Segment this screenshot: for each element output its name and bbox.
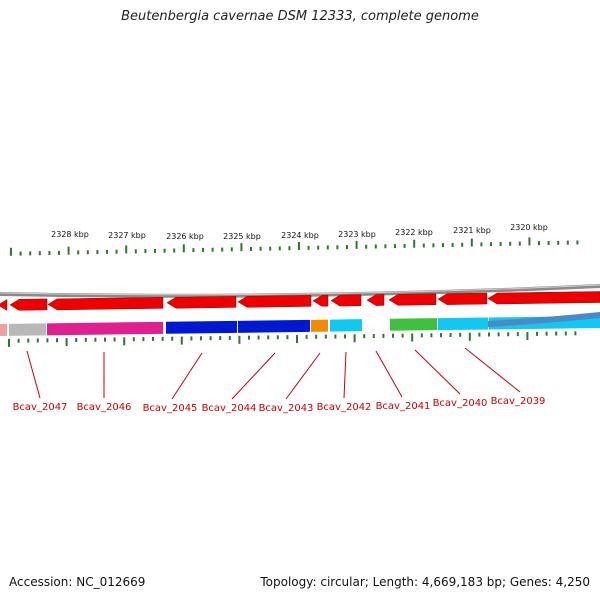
genome-summary: Topology: circular; Length: 4,669,183 bp… [260, 575, 590, 589]
scale-label: 2326 kbp [166, 232, 204, 241]
gene-color-track [0, 316, 600, 336]
scale-label: 2321 kbp [453, 226, 491, 235]
cds-arrow [312, 294, 329, 307]
gene-label: Bcav_2046 [77, 402, 132, 413]
cds-arrow-track [0, 291, 600, 311]
cds-arrow [487, 291, 600, 305]
scale-label: 2327 kbp [108, 231, 146, 240]
scale-label: 2322 kbp [395, 228, 433, 237]
scale-labels: 2328 kbp 2327 kbp 2326 kbp 2325 kbp 2324 kbp… [51, 223, 548, 241]
gene-label: Bcav_2040 [433, 398, 488, 409]
callout-line [231, 352, 276, 400]
gene-label: Bcav_2045 [143, 403, 198, 414]
gene-block [311, 319, 328, 332]
gene-label: Bcav_2042 [317, 402, 372, 413]
callout-line [375, 350, 403, 398]
callout-line [171, 352, 203, 400]
accession-label: Accession: NC_012669 [9, 575, 146, 589]
backbone-ring [0, 284, 600, 298]
gene-block [166, 320, 237, 334]
scale-label: 2323 kbp [338, 230, 376, 239]
gene-block [438, 317, 488, 331]
scale-label: 2324 kbp [281, 231, 319, 240]
gene-block [390, 318, 437, 331]
gene-block [9, 323, 46, 336]
gene-label: Bcav_2044 [202, 403, 257, 414]
cds-arrow [366, 294, 385, 306]
outer-scale-ticks [10, 237, 579, 256]
backbone-ring-highlight [0, 284, 600, 296]
gene-label: Bcav_2041 [376, 401, 431, 412]
cds-arrow [330, 294, 362, 307]
gene-block [0, 323, 7, 336]
callout-line [464, 347, 521, 393]
gene-label: Bcav_2039 [491, 396, 546, 407]
inner-scale-ticks [8, 331, 577, 347]
gene-block [238, 319, 310, 333]
cds-arrow [437, 292, 488, 305]
gene-block [330, 319, 362, 332]
cds-arrow [237, 295, 312, 308]
callout-line [285, 352, 321, 400]
scale-label: 2328 kbp [51, 230, 89, 239]
callout-line [414, 349, 461, 395]
cds-arrow [388, 293, 437, 306]
gene-label: Bcav_2043 [259, 403, 314, 414]
steel-band [488, 312, 600, 327]
gene-block [47, 321, 163, 336]
cds-arrow [0, 299, 8, 311]
callout-line [343, 351, 347, 399]
cds-arrow [166, 296, 237, 309]
scale-label: 2320 kbp [510, 223, 548, 232]
map-title: Beutenbergia cavernae DSM 12333, complet… [121, 9, 479, 24]
scale-label: 2325 kbp [223, 232, 261, 241]
cds-arrow [9, 298, 48, 311]
callout-line [26, 350, 41, 399]
cds-arrow [47, 297, 164, 311]
gene-callouts: Bcav_2047 Bcav_2046 Bcav_2045 Bcav_2044 Bcav… [13, 347, 546, 414]
gene-label: Bcav_2047 [13, 402, 68, 413]
